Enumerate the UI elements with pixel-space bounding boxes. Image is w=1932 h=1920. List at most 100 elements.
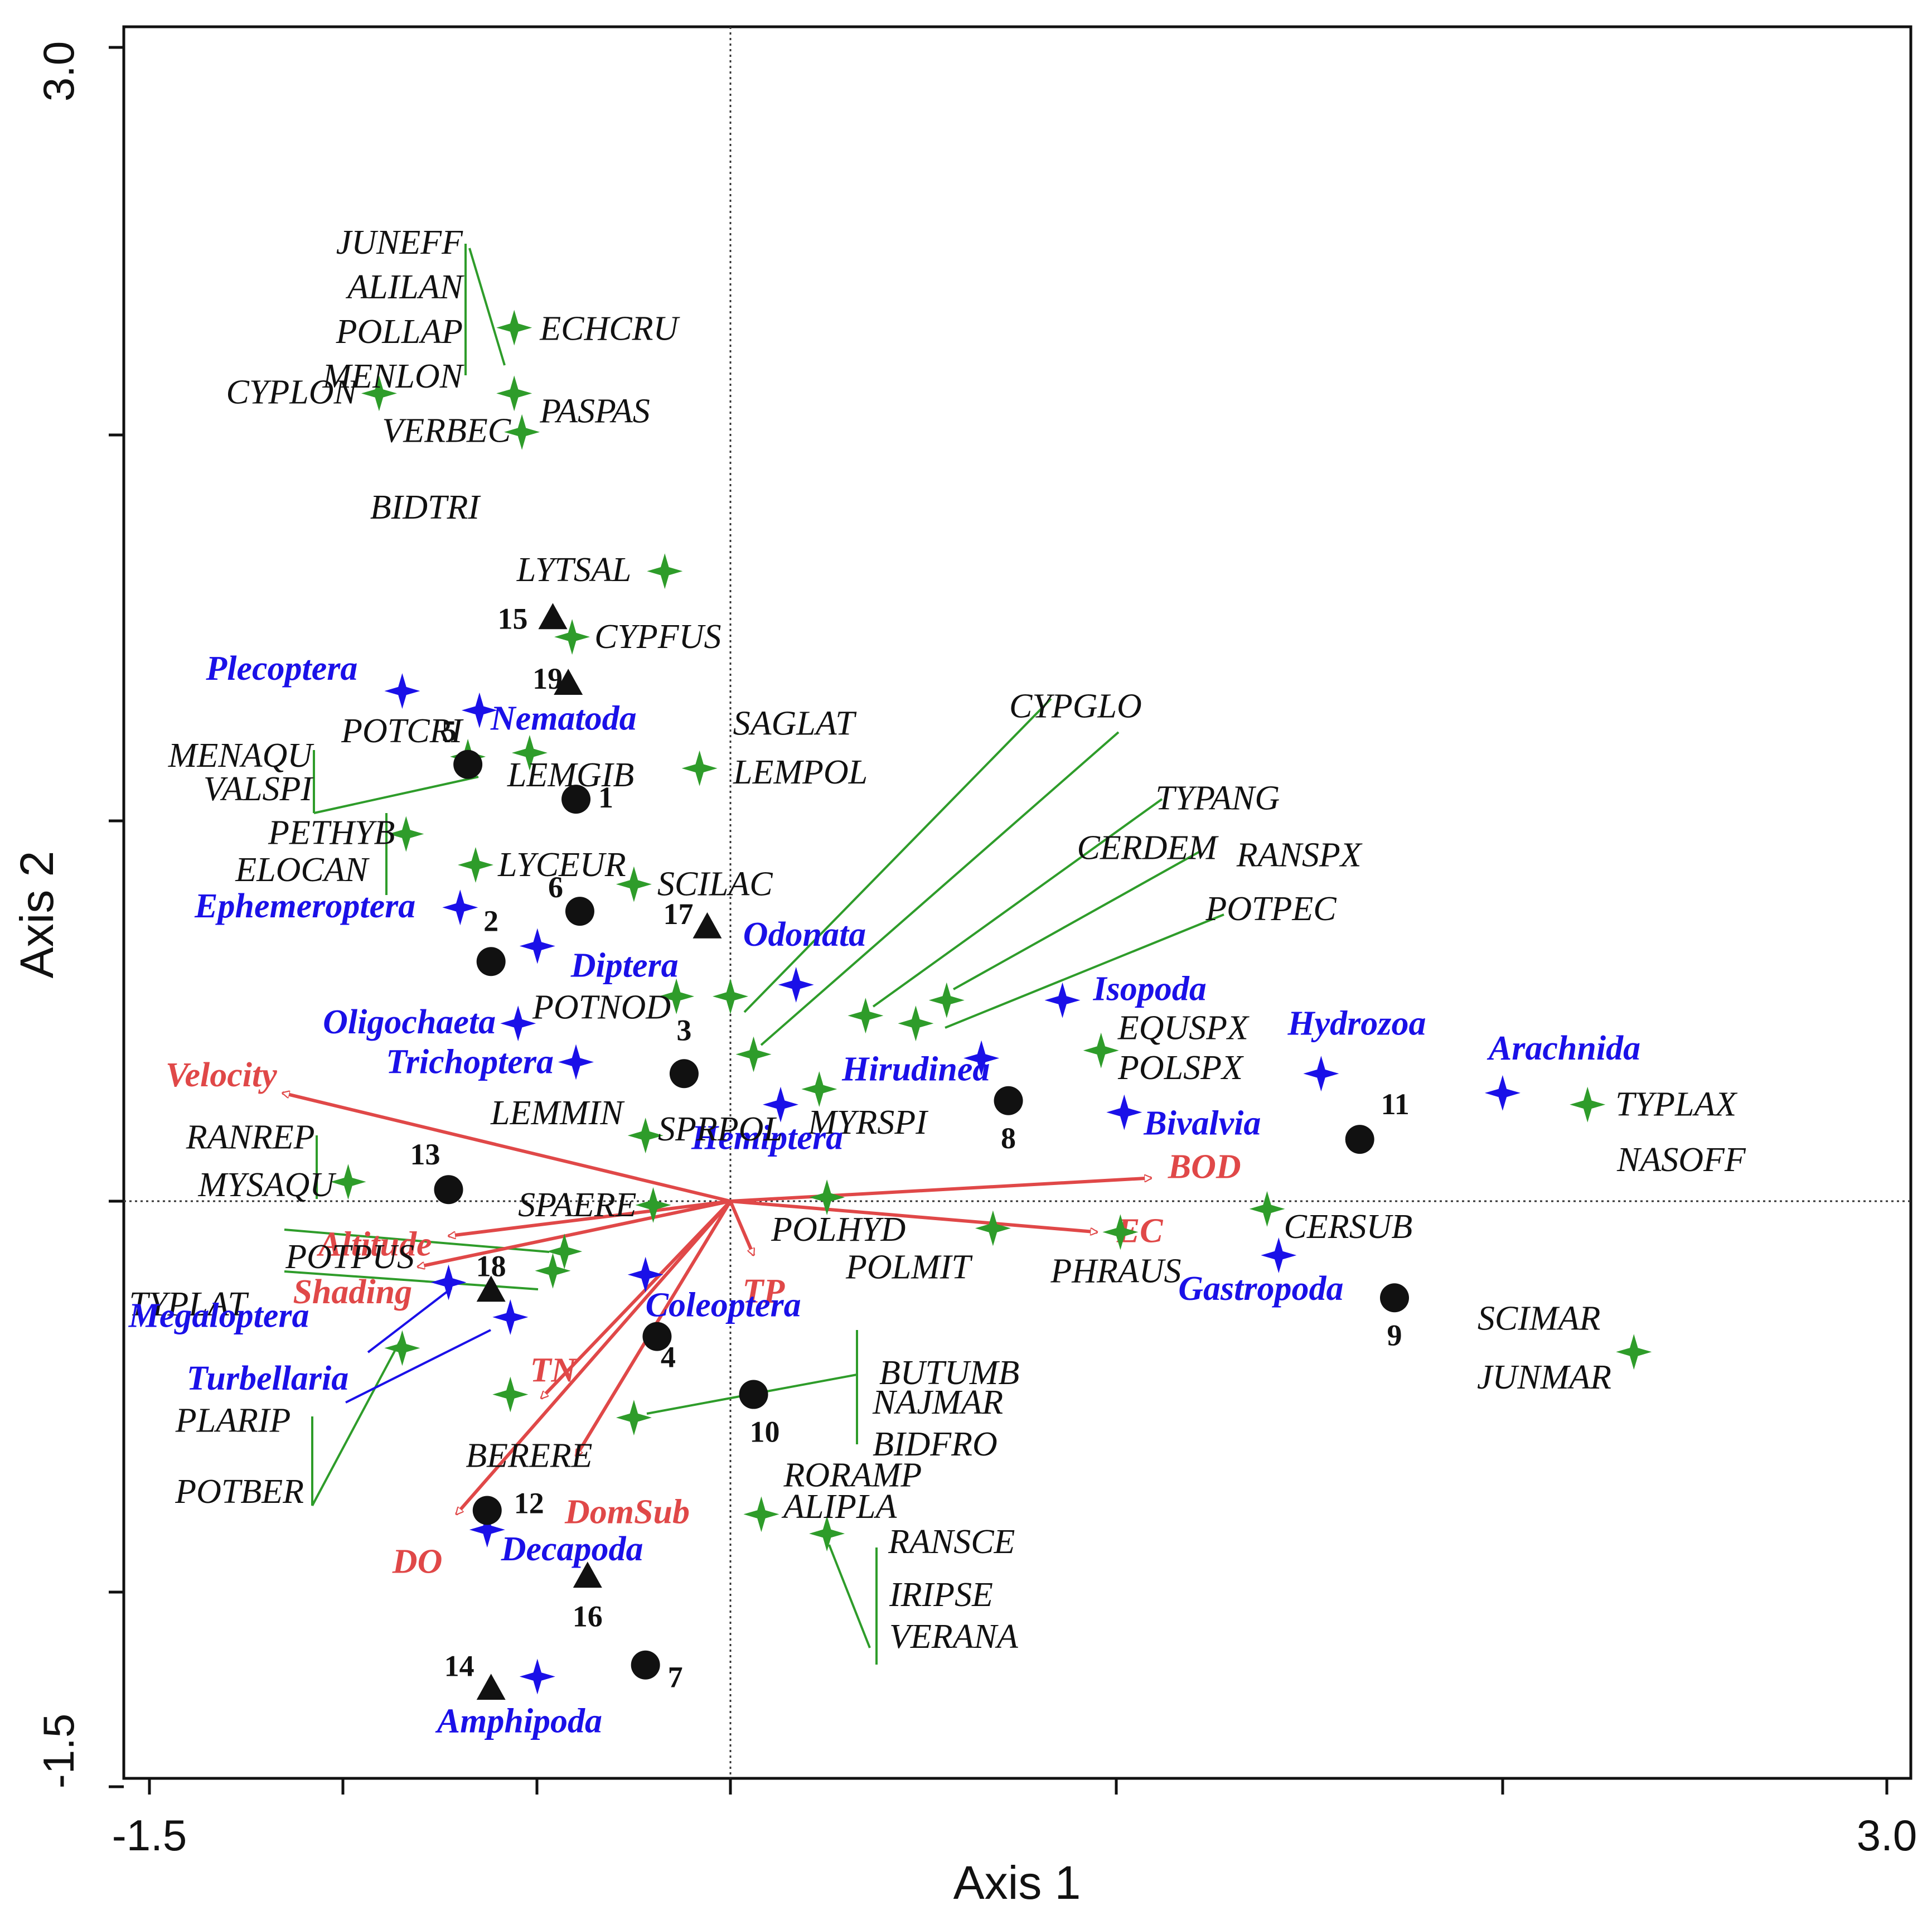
invertebrate-taxa: Plecoptera Nematoda Ephemeroptera Diptera Od… [128, 650, 1640, 1740]
site-marker-11 [1345, 1125, 1374, 1154]
species-label-pollap: POLLAP [336, 313, 463, 351]
site-marker-18 [476, 1275, 506, 1302]
taxon-marker-isopoda [1044, 982, 1081, 1018]
site-marker-13 [434, 1175, 463, 1205]
plant-label-echcru: ECHCRU [539, 310, 680, 348]
site-label-4: 4 [661, 1341, 676, 1374]
plant-marker-spaere [635, 1187, 671, 1223]
taxon-label-nematoda: Nematoda [490, 700, 637, 738]
plant-marker-potpus [546, 1234, 583, 1270]
taxon-marker-hydrozoa [1303, 1056, 1339, 1092]
taxon-marker-ephemeroptera [442, 889, 478, 926]
plant-marker-lytsal [647, 553, 683, 589]
plant-marker-polmit [975, 1210, 1011, 1246]
env-arrow-altitude [449, 1200, 731, 1236]
site-marker-5 [453, 749, 483, 779]
site-marker-19 [554, 669, 583, 695]
site-marker-16 [573, 1561, 602, 1588]
taxon-label-coleoptera: Coleoptera [646, 1287, 801, 1324]
site-marker-10 [739, 1380, 768, 1409]
plant-species: ECHCRU PASPAS CYPLON VERBEC LYTSAL CYPFUS POTC… [129, 310, 1737, 1561]
species-label-nasoff: NASOFF [1616, 1141, 1746, 1179]
plant-marker-plarip [384, 1330, 420, 1366]
env-arrow-tp [729, 1200, 756, 1255]
env-label-bod: BOD [1168, 1148, 1241, 1186]
env-label-domsub: DomSub [564, 1493, 690, 1531]
species-label-iripse: IRIPSE [889, 1576, 993, 1614]
site-label-7: 7 [668, 1661, 683, 1694]
taxon-marker-megaloptera [430, 1264, 467, 1300]
plant-marker-saglat [681, 750, 718, 786]
plant-label-scimar: SCIMAR [1478, 1299, 1600, 1337]
taxon-label-trichoptera: Trichoptera [386, 1043, 554, 1081]
plant-label-lemmin: LEMMIN [490, 1094, 625, 1132]
site-marker-14 [476, 1674, 506, 1700]
site-label-5: 5 [442, 714, 457, 748]
plant-label-typlax: TYPLAX [1615, 1086, 1737, 1124]
taxon-marker-diptera [519, 928, 555, 964]
species-label-bidtri: BIDTRI [370, 489, 482, 526]
plant-label-typang: TYPANG [1155, 779, 1280, 817]
plant-label-saglat: SAGLAT [733, 705, 858, 743]
plant-label-berere: BERERE [466, 1437, 592, 1475]
plant-label-potcri: POTCRI [341, 712, 464, 750]
taxon-label-hemiptera: Hemiptera [691, 1119, 843, 1157]
plant-marker-roramp [743, 1496, 779, 1532]
plant-label-plarip: PLARIP [175, 1401, 291, 1439]
taxon-label-hirudinea: Hirudinea [841, 1051, 990, 1089]
site-marker-15 [538, 603, 568, 630]
taxon-marker-oligochaeta [500, 1005, 536, 1042]
species-label-elocan: ELOCAN [235, 851, 370, 889]
plant-marker-cersub [1249, 1191, 1285, 1227]
plant-marker-cypglo [713, 978, 748, 1014]
site-marker-7 [631, 1650, 660, 1680]
plant-label-potpus: POTPUS [285, 1238, 414, 1276]
plant-marker-lemmin [627, 1118, 664, 1154]
plant-marker-cerdem [735, 1036, 772, 1072]
taxon-marker-trichoptera [558, 1044, 594, 1080]
species-label-lempol: LEMPOL [733, 753, 868, 791]
x-tick-label-max: 3.0 [1857, 1811, 1917, 1860]
plant-marker-ransce [809, 1516, 845, 1552]
taxon-marker-nematoda [461, 692, 497, 728]
env-label-tp: TP [743, 1273, 786, 1310]
plant-label-myrspi: MYRSPI [807, 1104, 929, 1142]
plant-marker-berere [492, 1376, 529, 1413]
site-label-17: 17 [663, 897, 693, 931]
plant-label-cyplon: CYPLON [226, 373, 359, 411]
plant-marker-butumb [616, 1400, 652, 1436]
plant-marker-lyceur [458, 847, 493, 883]
plant-label-paspas: PASPAS [539, 392, 650, 430]
taxon-label-oligochaeta: Oligochaeta [323, 1003, 496, 1041]
plant-marker-scimar [1616, 1334, 1652, 1370]
taxon-label-amphipoda: Amphipoda [435, 1703, 602, 1740]
x-axis [148, 1778, 1889, 1795]
taxon-label-decapoda: Decapoda [501, 1530, 643, 1568]
taxon-label-odonata: Odonata [743, 916, 866, 954]
plant-label-potnod: POTNOD [532, 989, 671, 1027]
species-label-menaqu: MENAQU [168, 737, 315, 775]
y-axis [109, 46, 124, 1788]
plant-label-lytsal: LYTSAL [516, 551, 632, 589]
env-arrow-ec [730, 1200, 1097, 1232]
taxon-label-gastropoda: Gastropoda [1178, 1270, 1343, 1308]
species-label-alilan: ALILAN [345, 268, 464, 306]
species-label-groups: JUNEFF ALILAN POLLAP MENLON BIDTRI MENAQUVALS… [168, 224, 1746, 1656]
x-tick-label-min: -1.5 [112, 1811, 187, 1860]
plant-marker-equspx [1083, 1032, 1119, 1068]
plant-marker-echcru [496, 309, 532, 346]
species-label-bidfro: BIDFRO [873, 1425, 998, 1463]
species-label-najmar: NAJMAR [872, 1384, 1003, 1421]
taxon-marker-hirudinea [963, 1040, 1000, 1076]
plant-marker-paspas [496, 375, 532, 412]
plant-marker-verbec [504, 414, 540, 450]
taxon-label-hydrozoa: Hydrozoa [1287, 1004, 1426, 1042]
site-marker-2 [476, 947, 506, 976]
species-label-juneff: JUNEFF [336, 224, 463, 262]
plant-label-roramp: RORAMP [783, 1456, 922, 1494]
site-label-8: 8 [1001, 1121, 1016, 1155]
plant-marker-potpec [898, 1005, 934, 1042]
site-label-1: 1 [598, 781, 613, 814]
